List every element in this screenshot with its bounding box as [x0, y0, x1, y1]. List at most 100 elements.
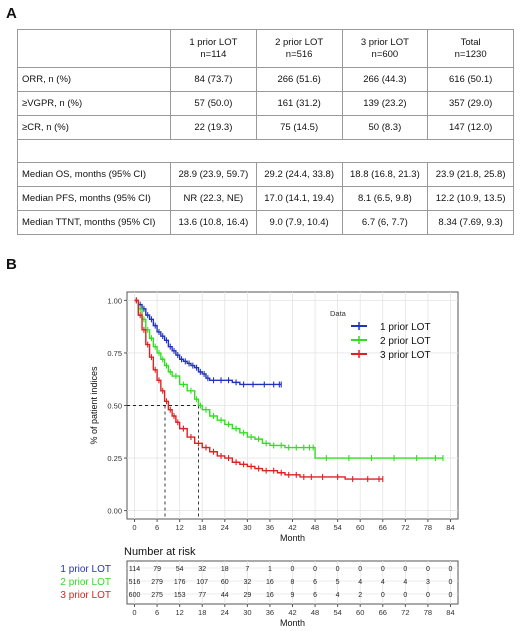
- risk-count: 1: [268, 566, 272, 573]
- risk-count: 0: [403, 592, 407, 599]
- risk-count: 275: [151, 592, 163, 599]
- x-tick-label: 36: [266, 523, 274, 532]
- risk-x-tick-label: 54: [333, 608, 341, 617]
- y-axis-title: % of patient indices: [89, 366, 99, 445]
- table-cell: 6.7 (6, 7.7): [341, 210, 429, 235]
- table-cell: 75 (14.5): [255, 115, 343, 140]
- risk-count: 0: [426, 592, 430, 599]
- legend-label: 3 prior LOT: [380, 350, 431, 361]
- risk-x-tick-label: 42: [288, 608, 296, 617]
- table-cell: NR (22.3, NE): [170, 186, 257, 211]
- row-label: ORR, n (%): [17, 67, 171, 92]
- table-row: ORR, n (%) 84 (73.7) 266 (51.6) 266 (44.…: [17, 67, 514, 92]
- x-tick-label: 0: [132, 523, 136, 532]
- legend-label: 1 prior LOT: [380, 322, 431, 333]
- risk-count: 6: [313, 579, 317, 586]
- risk-row-label: 2 prior LOT: [60, 577, 111, 588]
- risk-count: 0: [426, 566, 430, 573]
- x-tick-label: 18: [198, 523, 206, 532]
- risk-count: 7: [245, 566, 249, 573]
- table-cell: 8.34 (7.69, 9.3): [427, 210, 514, 235]
- risk-count: 0: [336, 566, 340, 573]
- risk-count: 0: [449, 566, 453, 573]
- risk-count: 4: [403, 579, 407, 586]
- risk-x-tick-label: 24: [221, 608, 229, 617]
- risk-x-tick-label: 72: [401, 608, 409, 617]
- risk-row-label: 3 prior LOT: [60, 590, 111, 601]
- x-tick-label: 42: [288, 523, 296, 532]
- table-cell: 139 (23.2): [341, 91, 429, 116]
- header-3-prior-lot: 3 prior LOT n=600: [341, 29, 429, 68]
- x-tick-label: 48: [311, 523, 319, 532]
- risk-x-tick-label: 0: [132, 608, 136, 617]
- panel-b-label: B: [6, 256, 17, 273]
- risk-count: 9: [291, 592, 295, 599]
- risk-count: 0: [358, 566, 362, 573]
- legend-label: 2 prior LOT: [380, 336, 431, 347]
- x-tick-label: 54: [333, 523, 341, 532]
- risk-count: 0: [449, 592, 453, 599]
- x-tick-label: 12: [175, 523, 183, 532]
- y-tick-label: 0.50: [107, 402, 122, 411]
- x-tick-label: 6: [155, 523, 159, 532]
- risk-x-tick-label: 36: [266, 608, 274, 617]
- legend-title: Data: [330, 309, 347, 318]
- risk-count: 16: [266, 579, 274, 586]
- risk-count: 114: [129, 566, 140, 573]
- risk-x-tick-label: 6: [155, 608, 159, 617]
- km-curve-line: [134, 299, 383, 480]
- risk-count: 600: [129, 592, 141, 599]
- risk-count: 4: [358, 579, 362, 586]
- table-row: ≥CR, n (%) 22 (19.3) 75 (14.5) 50 (8.3) …: [17, 115, 514, 140]
- risk-count: 16: [266, 592, 274, 599]
- risk-count: 0: [313, 566, 317, 573]
- x-tick-label: 60: [356, 523, 364, 532]
- row-label: Median TTNT, months (95% CI): [17, 210, 171, 235]
- risk-count: 44: [221, 592, 229, 599]
- risk-x-tick-label: 78: [424, 608, 432, 617]
- risk-count: 18: [221, 566, 229, 573]
- table-cell: 18.8 (16.8, 21.3): [341, 162, 429, 187]
- risk-count: 516: [129, 579, 141, 586]
- risk-count: 79: [153, 566, 161, 573]
- risk-x-tick-label: 12: [175, 608, 183, 617]
- risk-count: 77: [198, 592, 206, 599]
- risk-count: 176: [174, 579, 186, 586]
- x-tick-label: 30: [243, 523, 251, 532]
- risk-count: 0: [381, 566, 385, 573]
- table-cell: 9.0 (7.9, 10.4): [255, 210, 343, 235]
- risk-x-tick-label: 66: [379, 608, 387, 617]
- risk-row-label: 1 prior LOT: [60, 564, 111, 575]
- table-cell: 29.2 (24.4, 33.8): [255, 162, 343, 187]
- risk-x-tick-label: 48: [311, 608, 319, 617]
- table-cell: 13.6 (10.8, 16.4): [170, 210, 257, 235]
- risk-count: 0: [291, 566, 295, 573]
- risk-x-tick-label: 84: [446, 608, 454, 617]
- risk-count: 54: [176, 566, 184, 573]
- risk-table-title: Number at risk: [124, 546, 196, 558]
- y-tick-label: 0.75: [107, 349, 122, 358]
- risk-x-axis-title: Month: [280, 618, 305, 628]
- risk-count: 0: [403, 566, 407, 573]
- y-tick-label: 0.25: [107, 454, 122, 463]
- row-label: ≥VGPR, n (%): [17, 91, 171, 116]
- table-cell: 50 (8.3): [341, 115, 429, 140]
- table-header-row: 1 prior LOT n=114 2 prior LOT n=516 3 prio…: [17, 29, 514, 68]
- table-cell: 616 (50.1): [427, 67, 514, 92]
- x-tick-label: 66: [379, 523, 387, 532]
- results-table: 1 prior LOT n=114 2 prior LOT n=516 3 prio…: [17, 29, 514, 235]
- risk-count: 107: [196, 579, 208, 586]
- risk-count: 60: [221, 579, 229, 586]
- risk-x-tick-label: 30: [243, 608, 251, 617]
- y-tick-label: 1.00: [107, 296, 122, 305]
- risk-count: 4: [381, 579, 385, 586]
- risk-count: 279: [151, 579, 163, 586]
- risk-count: 0: [381, 592, 385, 599]
- risk-count: 32: [198, 566, 206, 573]
- y-tick-label: 0.00: [107, 507, 122, 516]
- risk-count: 0: [449, 579, 453, 586]
- risk-x-tick-label: 60: [356, 608, 364, 617]
- x-tick-label: 72: [401, 523, 409, 532]
- risk-x-tick-label: 18: [198, 608, 206, 617]
